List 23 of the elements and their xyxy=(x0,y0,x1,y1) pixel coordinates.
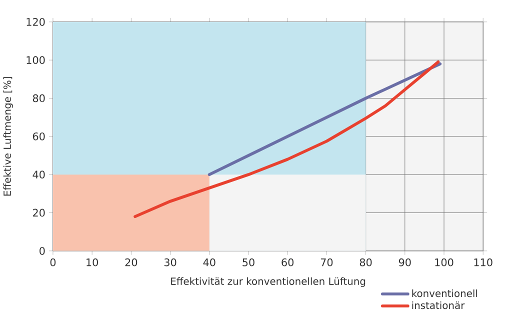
x-tick-label: 30 xyxy=(164,258,176,266)
y-tick-label: 100 xyxy=(26,56,45,64)
x-tick-label: 70 xyxy=(320,258,333,266)
y-tick-label: 40 xyxy=(32,170,45,179)
x-axis-title: Effektivität zur konventionellen Lüftung xyxy=(171,278,366,288)
y-tick-label: 60 xyxy=(32,132,45,141)
legend-label: instationär xyxy=(412,302,465,310)
x-tick-label: 100 xyxy=(435,258,454,266)
y-tick-label: 0 xyxy=(40,247,45,256)
legend-label: konventionell xyxy=(412,290,478,298)
x-tick-label: 50 xyxy=(242,258,254,266)
x-tick-label: 0 xyxy=(50,258,56,266)
x-tick-label: 90 xyxy=(398,258,411,266)
x-tick-label: 10 xyxy=(86,258,98,266)
x-tick-label: 40 xyxy=(203,258,216,266)
x-tick-label: 80 xyxy=(360,258,372,266)
y-axis-title: Effektive Luftmenge [%] xyxy=(3,77,13,196)
x-tick-label: 110 xyxy=(474,258,492,266)
x-tick-label: 60 xyxy=(282,258,294,266)
y-tick-label: 20 xyxy=(33,208,45,217)
y-tick-label: 80 xyxy=(32,94,45,102)
x-tick-label: 20 xyxy=(125,258,138,266)
y-tick-label: 120 xyxy=(26,18,45,26)
